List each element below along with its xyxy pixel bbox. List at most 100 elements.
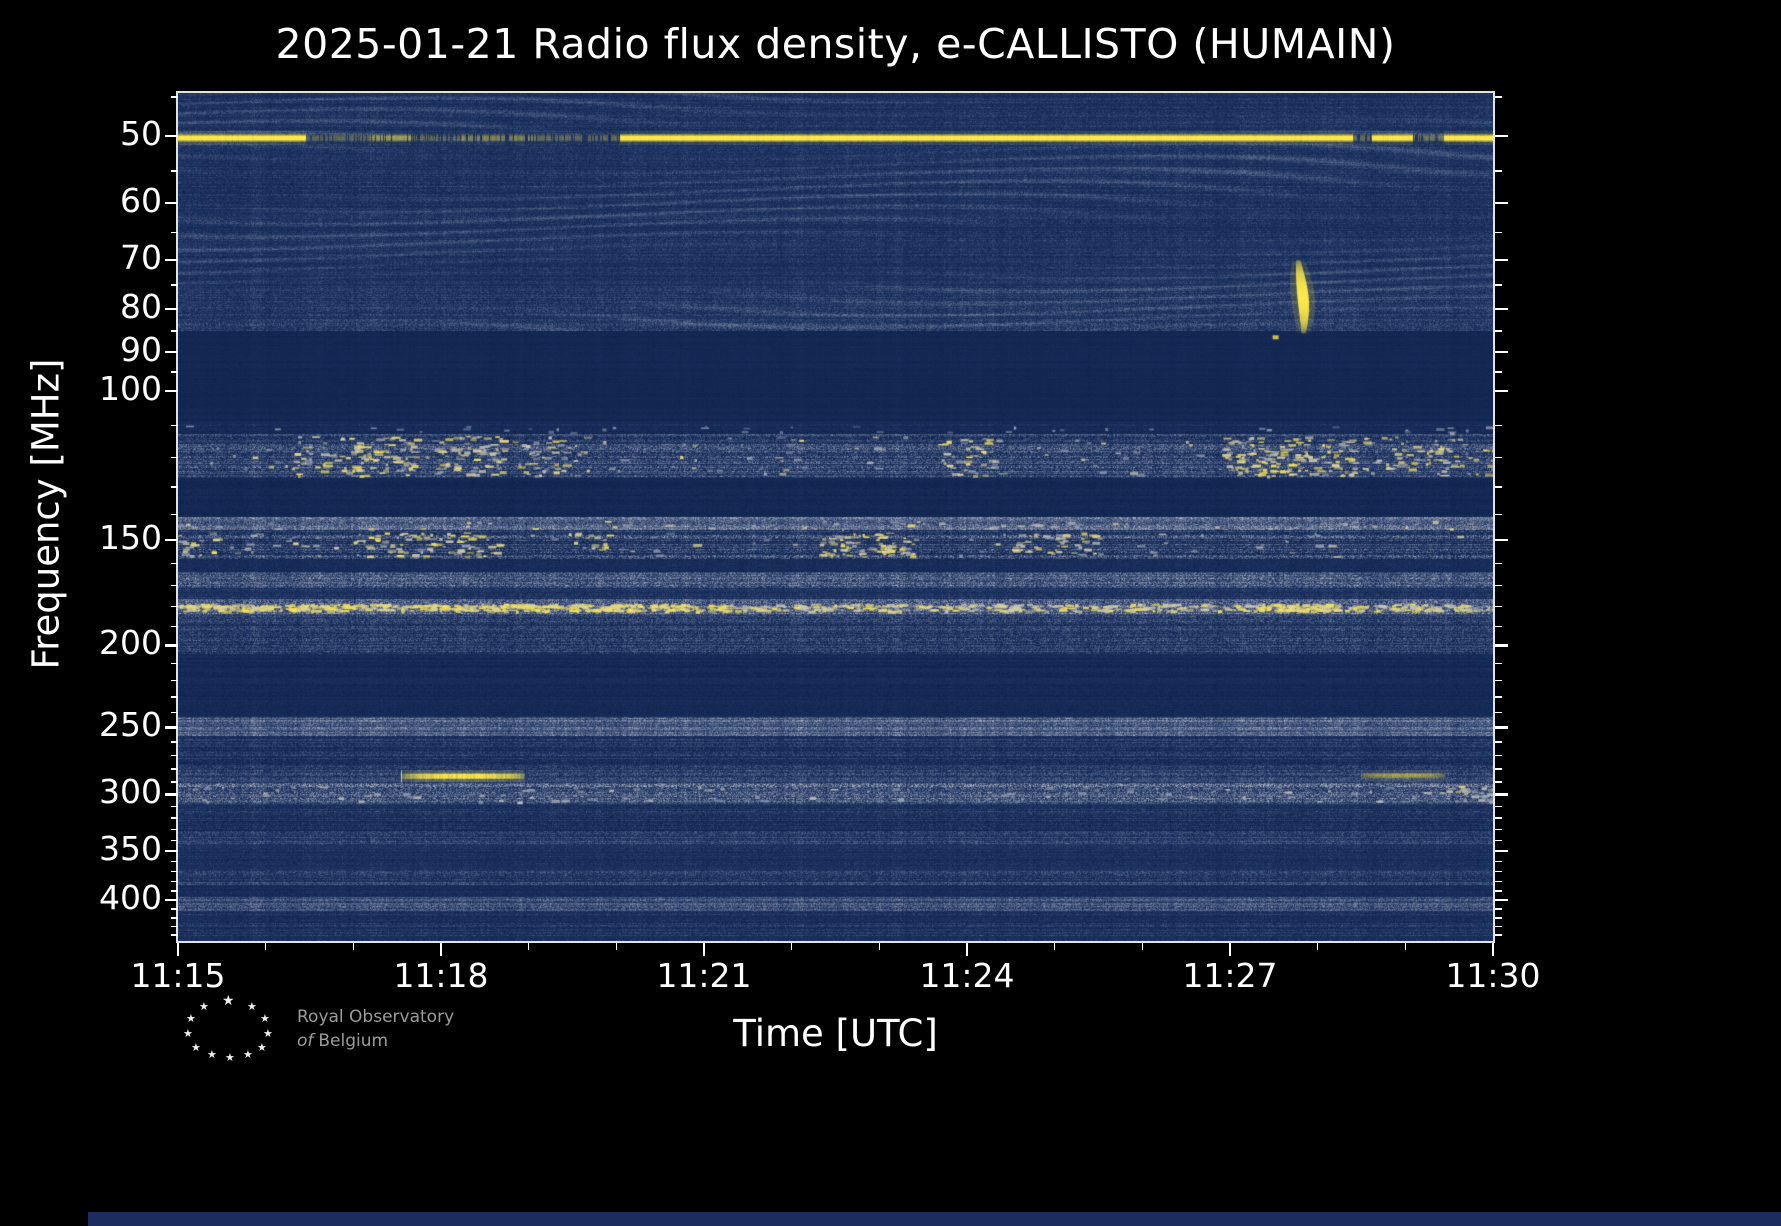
y-major-tick-right — [1495, 726, 1508, 729]
star-icon: ★ — [207, 1048, 217, 1061]
x-minor-tick — [264, 943, 267, 950]
y-minor-tick — [171, 284, 178, 286]
y-minor-tick-right — [1495, 754, 1502, 757]
y-major-tick-right — [1495, 134, 1508, 138]
y-major-tick-right — [1495, 850, 1508, 853]
y-minor-tick-right — [1495, 330, 1502, 332]
y-minor-tick — [171, 805, 178, 808]
y-tick-label: 400 — [99, 878, 162, 918]
y-minor-tick — [171, 170, 178, 172]
star-icon: ★ — [191, 1041, 201, 1054]
x-minor-tick — [1316, 943, 1319, 950]
y-minor-tick-right — [1495, 925, 1502, 928]
x-minor-tick — [527, 943, 530, 950]
y-minor-tick-right — [1495, 817, 1502, 819]
y-major-tick — [165, 258, 178, 261]
rob-logo-stars: ★ ★ ★ ★ ★ ★ ★ ★ ★ ★ ★ ★ — [183, 994, 277, 1064]
y-tick-label: 50 — [120, 113, 162, 153]
x-tick-label: 11:18 — [393, 956, 489, 995]
y-minor-tick — [171, 860, 178, 863]
y-minor-tick-right — [1495, 170, 1502, 172]
y-minor-tick-right — [1495, 284, 1502, 286]
y-minor-tick — [171, 917, 178, 919]
y-major-tick — [165, 793, 178, 796]
y-minor-tick — [171, 908, 178, 910]
y-major-tick-right — [1495, 201, 1508, 205]
y-major-tick-right — [1495, 258, 1508, 261]
plot-frame — [176, 91, 1495, 943]
y-minor-tick-right — [1495, 625, 1502, 628]
y-major-tick-right — [1495, 644, 1508, 647]
y-minor-tick-right — [1495, 456, 1502, 459]
y-major-tick — [165, 538, 178, 541]
star-icon: ★ — [260, 1012, 270, 1025]
x-minor-tick — [615, 943, 618, 950]
y-minor-tick — [171, 934, 178, 936]
y-major-tick — [165, 389, 178, 392]
rob-logo-of: of — [297, 1031, 314, 1051]
y-minor-tick — [171, 679, 178, 682]
star-icon: ★ — [199, 1000, 209, 1013]
y-tick-label: 100 — [99, 368, 162, 408]
bottom-strip — [88, 1212, 1781, 1226]
x-major-tick — [1228, 943, 1232, 956]
x-tick-label: 11:15 — [130, 956, 226, 995]
star-icon: ★ — [247, 1000, 257, 1013]
x-tick-label: 11:24 — [919, 956, 1015, 995]
x-minor-tick — [878, 943, 881, 950]
x-tick-label: 11:21 — [656, 956, 752, 995]
y-major-tick-right — [1495, 899, 1508, 902]
y-minor-tick-right — [1495, 696, 1502, 698]
y-minor-tick-right — [1495, 562, 1502, 565]
y-minor-tick-right — [1495, 768, 1502, 770]
rob-logo-line1: Royal Observatory — [297, 1007, 455, 1028]
y-minor-tick — [171, 711, 178, 714]
y-major-tick — [165, 644, 178, 647]
y-minor-tick-right — [1495, 839, 1502, 842]
y-tick-label: 250 — [99, 705, 162, 745]
star-icon: ★ — [263, 1027, 273, 1040]
y-minor-tick — [171, 662, 178, 665]
star-icon: ★ — [183, 1027, 193, 1040]
y-minor-tick-right — [1495, 96, 1502, 98]
y-minor-tick — [171, 625, 178, 628]
y-minor-tick — [171, 781, 178, 783]
y-minor-tick-right — [1495, 605, 1502, 608]
y-major-tick — [165, 899, 178, 902]
y-tick-label: 90 — [120, 329, 162, 369]
y-minor-tick — [171, 768, 178, 770]
rob-logo-belgium: Belgium — [318, 1031, 389, 1051]
star-icon: ★ — [222, 993, 235, 1009]
y-minor-tick-right — [1495, 486, 1502, 488]
y-major-tick-right — [1495, 793, 1508, 796]
x-minor-tick — [352, 943, 355, 950]
y-minor-tick — [171, 817, 178, 819]
y-minor-tick — [171, 839, 178, 842]
y-minor-tick — [171, 371, 178, 373]
x-tick-label: 11:30 — [1445, 956, 1541, 995]
y-minor-tick-right — [1495, 513, 1502, 516]
y-major-tick-right — [1495, 350, 1508, 354]
y-minor-tick-right — [1495, 917, 1502, 919]
chart-title: 2025-01-21 Radio flux density, e-CALLIST… — [275, 20, 1396, 68]
x-minor-tick — [1141, 943, 1144, 950]
x-major-tick — [176, 943, 180, 956]
y-minor-tick — [171, 231, 178, 234]
y-minor-tick — [171, 456, 178, 459]
x-major-tick — [439, 943, 443, 956]
x-major-tick — [1491, 943, 1495, 956]
y-major-tick-right — [1495, 538, 1508, 541]
star-icon: ★ — [225, 1051, 235, 1064]
spectrogram-canvas — [178, 93, 1493, 941]
y-minor-tick-right — [1495, 781, 1502, 783]
y-major-tick — [165, 134, 178, 138]
x-major-tick — [965, 943, 969, 956]
y-major-tick — [165, 350, 178, 354]
y-major-tick — [165, 201, 178, 205]
y-tick-label: 150 — [99, 517, 162, 557]
y-major-tick — [165, 850, 178, 853]
y-minor-tick-right — [1495, 662, 1502, 665]
y-minor-tick-right — [1495, 679, 1502, 682]
y-minor-tick — [171, 330, 178, 332]
x-major-tick — [702, 943, 706, 956]
